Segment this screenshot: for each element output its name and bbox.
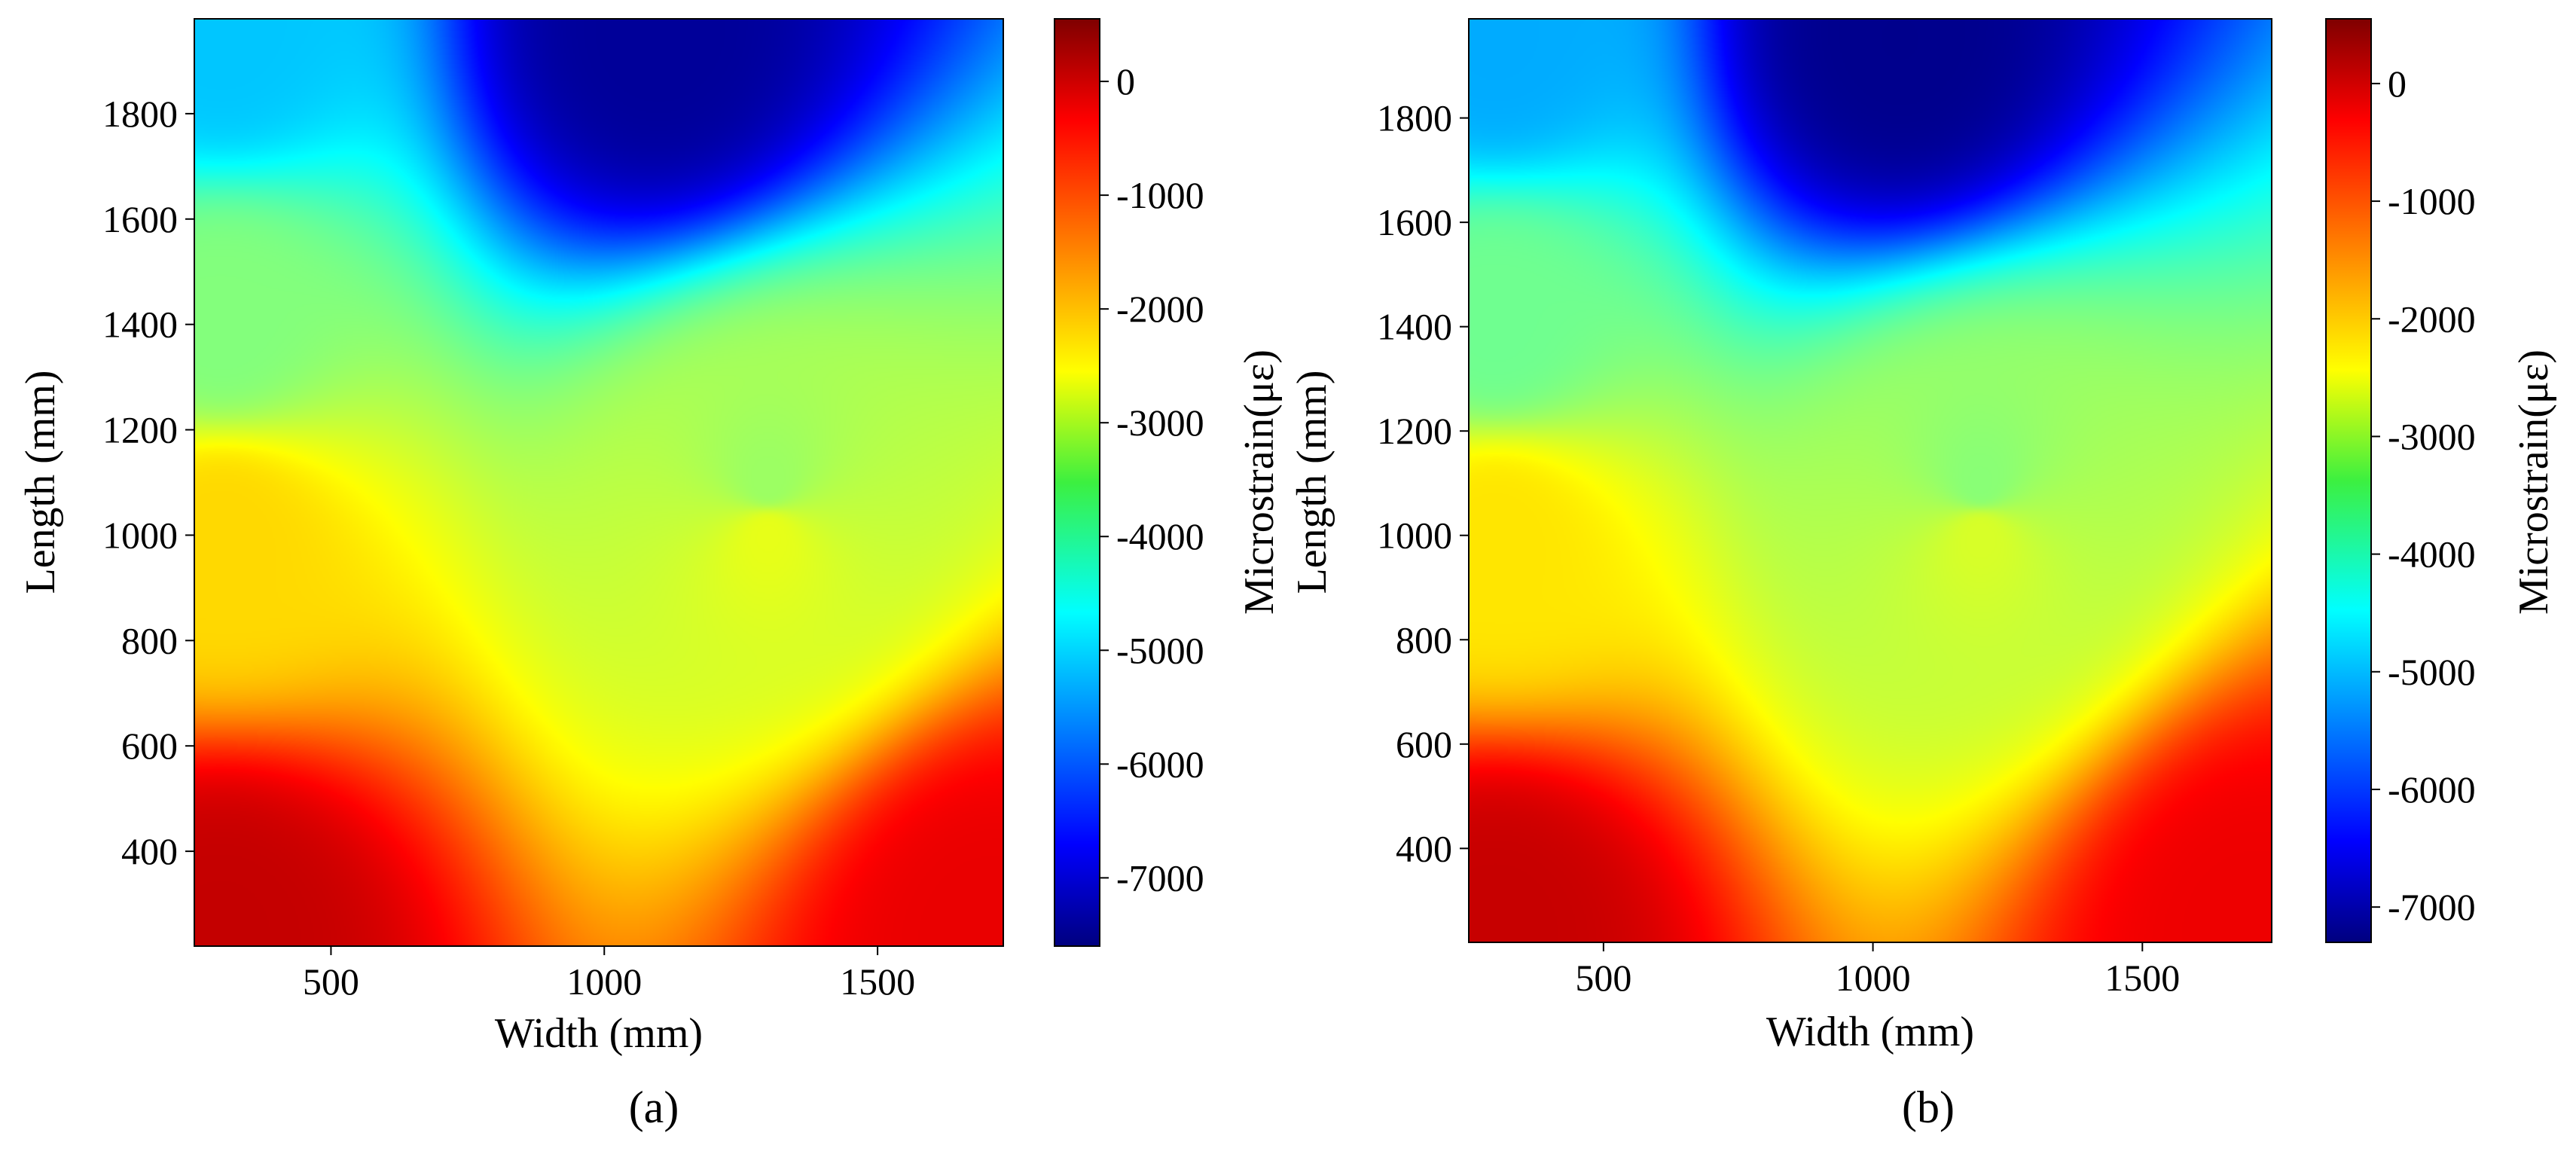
colorbar-ticks-a: 0 -1000 -2000 -3000 -4000 -5000 -6000 -7000 xyxy=(1100,60,1204,899)
plot-frame-b xyxy=(1468,18,2272,943)
y-tick-label: 1800 xyxy=(102,93,178,135)
colorbar-title-a: Microstrain(με) xyxy=(1236,350,1283,615)
colorbar-ticks-b: 0 -1000 -2000 -3000 -4000 -5000 -6000 -7000 xyxy=(2371,63,2476,928)
colorbar-tick-label: 0 xyxy=(2388,63,2407,105)
heatmap-b xyxy=(1469,19,2272,942)
y-tick-label: 1200 xyxy=(102,409,178,451)
y-tick-label: 800 xyxy=(1396,618,1452,661)
y-tick-label: 400 xyxy=(1396,827,1452,869)
colorbar-tick-label: -3000 xyxy=(2388,415,2476,457)
y-tick-label: 600 xyxy=(121,725,178,767)
x-tick-label: 500 xyxy=(303,960,359,1003)
x-tick-label: 500 xyxy=(1575,957,1631,999)
colorbar-tick-label: -7000 xyxy=(2388,886,2476,928)
panel-b: 500 1000 1500 400 600 800 1000 1200 1400 1600 180… xyxy=(1289,18,2557,1132)
colorbar-tick-label: -5000 xyxy=(1116,629,1204,671)
x-tick-label: 1000 xyxy=(1836,957,1911,999)
colorbar-frame-b xyxy=(2325,18,2372,943)
y-tick-label: 600 xyxy=(1396,723,1452,765)
colorbar-tick-label: -3000 xyxy=(1116,401,1204,444)
x-tick-label: 1000 xyxy=(566,960,642,1003)
colorbar-frame-a xyxy=(1054,18,1100,947)
y-tick-label: 1400 xyxy=(102,304,178,346)
colorbar-title-b: Microstrain(με) xyxy=(2510,350,2557,615)
x-axis-title-b: Width (mm) xyxy=(1766,1009,1974,1055)
panel-label-b: (b) xyxy=(1902,1082,1955,1132)
panel-a: 500 1000 1500 400 600 800 1000 1200 1400 1600 180… xyxy=(17,18,1283,1132)
y-axis-title-a: Length (mm) xyxy=(17,370,64,594)
y-axis-ticks-b: 400 600 800 1000 1200 1400 1600 1800 xyxy=(1377,97,1469,869)
x-axis-ticks-b: 500 1000 1500 xyxy=(1575,942,2180,999)
y-tick-label: 1000 xyxy=(1377,514,1452,557)
x-tick-label: 1500 xyxy=(840,960,915,1003)
x-axis-title-a: Width (mm) xyxy=(495,1010,703,1057)
y-tick-label: 1400 xyxy=(1377,306,1452,348)
panel-label-a: (a) xyxy=(629,1082,679,1132)
colorbar-tick-label: -4000 xyxy=(1116,515,1204,557)
colorbar-tick-label: -2000 xyxy=(2388,298,2476,340)
y-axis-ticks-a: 400 600 800 1000 1200 1400 1600 1800 xyxy=(102,93,194,872)
y-tick-label: 1200 xyxy=(1377,410,1452,452)
y-tick-label: 1000 xyxy=(102,514,178,556)
colorbar-tick-label: -6000 xyxy=(1116,743,1204,785)
y-tick-label: 1800 xyxy=(1377,97,1452,139)
colorbar-tick-label: -2000 xyxy=(1116,288,1204,330)
y-tick-label: 1600 xyxy=(1377,201,1452,243)
colorbar-b xyxy=(2326,19,2371,942)
colorbar-tick-label: -5000 xyxy=(2388,651,2476,693)
x-axis-ticks-a: 500 1000 1500 xyxy=(303,946,915,1003)
y-tick-label: 1600 xyxy=(102,198,178,240)
heatmap-a xyxy=(194,19,1003,946)
colorbar-tick-label: -4000 xyxy=(2388,533,2476,576)
colorbar-tick-label: -7000 xyxy=(1116,856,1204,899)
colorbar-tick-label: -1000 xyxy=(1116,174,1204,216)
x-tick-label: 1500 xyxy=(2104,957,2180,999)
plot-frame-a xyxy=(194,18,1004,947)
y-axis-title-b: Length (mm) xyxy=(1289,370,1335,594)
colorbar-tick-label: 0 xyxy=(1116,60,1135,102)
colorbar-tick-label: -1000 xyxy=(2388,180,2476,222)
y-tick-label: 800 xyxy=(121,619,178,661)
y-tick-label: 400 xyxy=(121,830,178,872)
colorbar-a xyxy=(1055,19,1100,946)
colorbar-tick-label: -6000 xyxy=(2388,768,2476,811)
